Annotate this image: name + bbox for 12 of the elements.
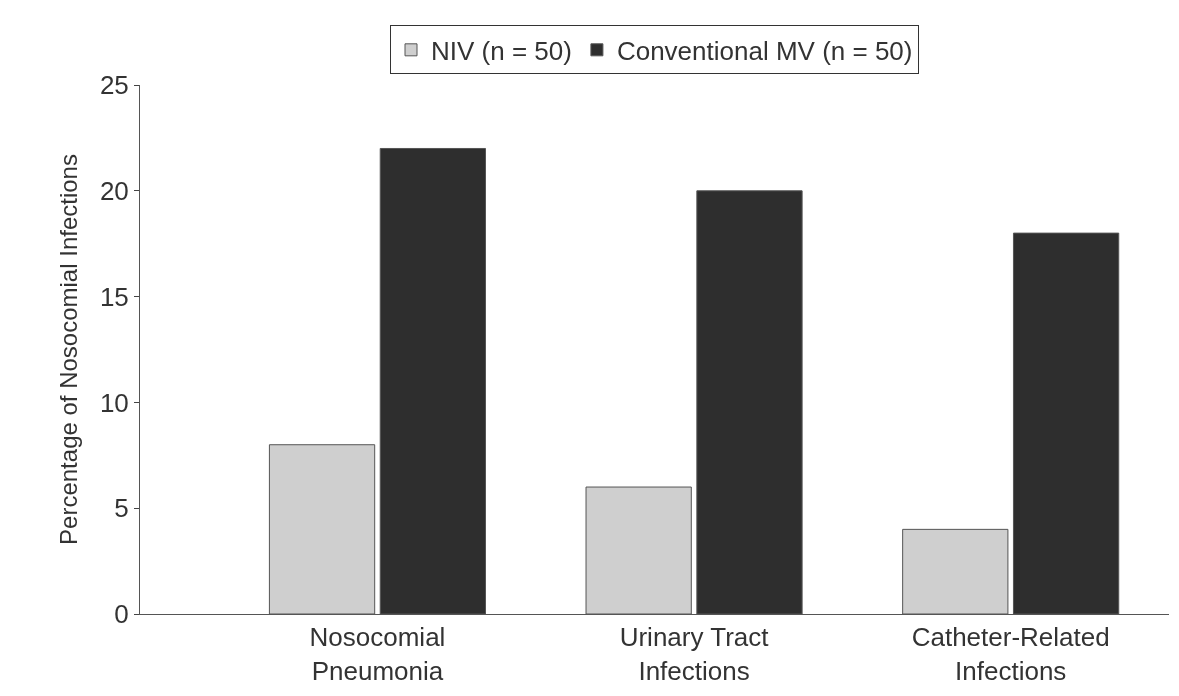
y-tick-label: 0 — [114, 599, 129, 630]
x-tick-label: Urinary Tract Infections — [619, 622, 770, 686]
x-tick-label: Nosocomial Pneumonia — [309, 622, 446, 686]
y-tick-label: 20 — [99, 175, 129, 206]
y-axis-title: Percentage of Nosocomial Infections — [54, 154, 82, 545]
y-tick-label: 15 — [99, 281, 129, 312]
y-tick-label: 25 — [99, 70, 129, 101]
y-tick-label: 5 — [114, 493, 129, 524]
x-tick-label: Catheter-Related Infections — [911, 622, 1110, 686]
legend-label: NIV (n = 50) — [431, 35, 572, 66]
y-tick-label: 10 — [99, 387, 129, 418]
legend-label: Conventional MV (n = 50) — [616, 35, 913, 66]
